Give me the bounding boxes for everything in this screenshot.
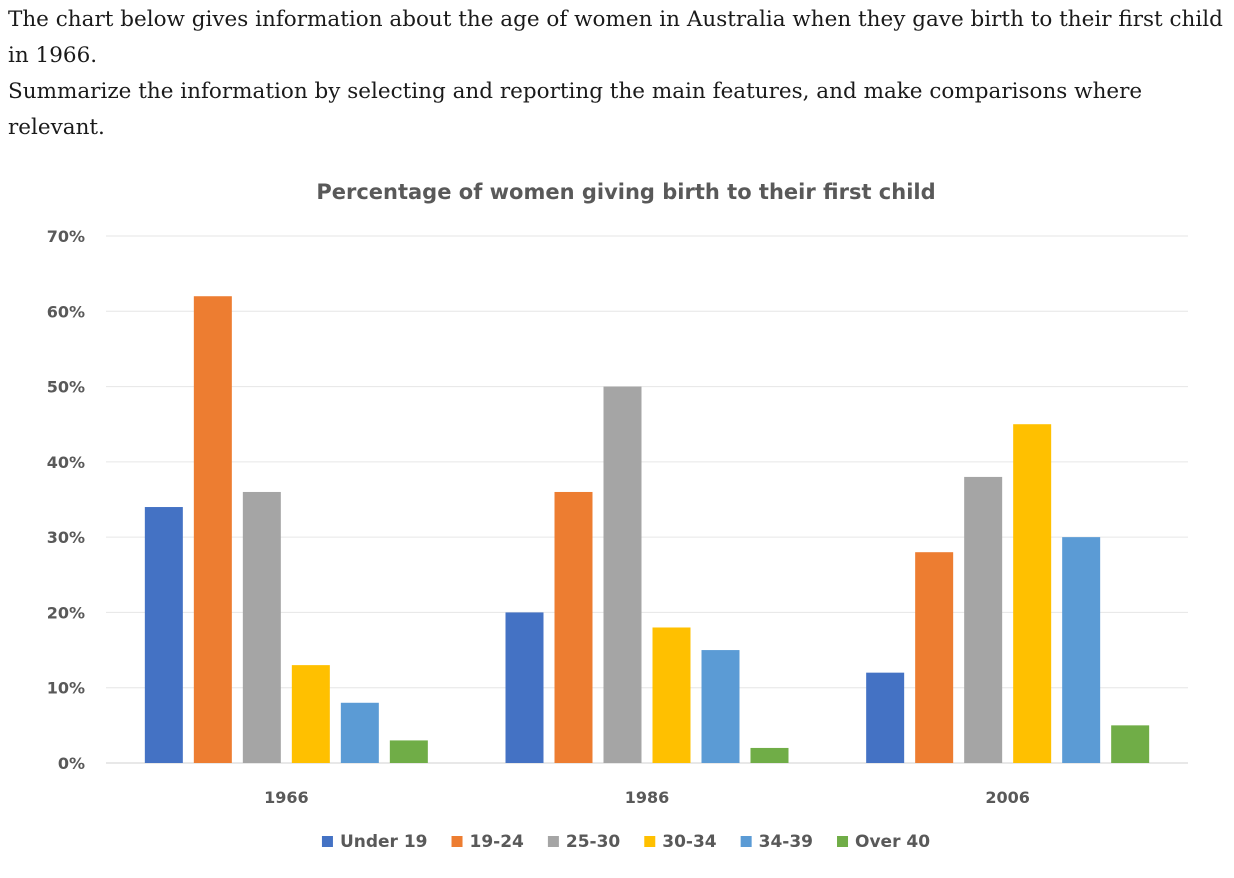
y-axis: 0% 10% 20% 30% 40% 50% 60% 70% bbox=[47, 227, 85, 773]
bar-19-24-1986 bbox=[554, 491, 593, 763]
bar-under-19-2006 bbox=[866, 672, 905, 763]
bar-19-24-2006 bbox=[915, 552, 954, 763]
y-tick-label: 50% bbox=[47, 378, 85, 397]
bar-34-39-1966 bbox=[340, 702, 379, 763]
x-tick-label: 1966 bbox=[264, 788, 309, 807]
legend-swatch bbox=[321, 836, 333, 847]
prompt-line-2: Summarize the information by selecting a… bbox=[8, 79, 1143, 140]
bar-over-40-2006 bbox=[1111, 725, 1150, 763]
bar-chart: Percentage of women giving birth to thei… bbox=[47, 180, 1188, 852]
legend-swatch bbox=[740, 836, 752, 847]
bar-34-39-2006 bbox=[1062, 537, 1101, 763]
legend-swatch bbox=[451, 836, 463, 847]
task-prompt: The chart below gives information about … bbox=[8, 2, 1226, 146]
x-tick-label: 1986 bbox=[625, 788, 670, 807]
legend-swatch bbox=[547, 836, 559, 847]
bar-25-30-2006 bbox=[964, 476, 1003, 763]
y-tick-label: 20% bbox=[47, 603, 85, 622]
bar-over-40-1986 bbox=[750, 747, 789, 763]
bar-over-40-1966 bbox=[389, 740, 428, 763]
bar-30-34-1966 bbox=[291, 665, 330, 763]
y-tick-label: 0% bbox=[58, 754, 85, 773]
x-tick-label: 2006 bbox=[985, 788, 1030, 807]
bar-under-19-1966 bbox=[144, 507, 183, 763]
y-tick-label: 30% bbox=[47, 528, 85, 547]
bar-30-34-1986 bbox=[652, 627, 691, 763]
y-tick-label: 10% bbox=[47, 679, 85, 698]
legend-label: 30-34 bbox=[662, 832, 717, 852]
legend-label: 25-30 bbox=[566, 832, 621, 852]
y-tick-label: 40% bbox=[47, 453, 85, 472]
bar-25-30-1966 bbox=[242, 491, 281, 763]
x-axis: 1966 1986 2006 bbox=[264, 788, 1030, 807]
chart-title: Percentage of women giving birth to thei… bbox=[316, 180, 935, 204]
legend: Under 19 19-24 25-30 30-34 34-39 Over 40 bbox=[321, 832, 930, 852]
y-tick-label: 70% bbox=[47, 227, 85, 246]
legend-swatch bbox=[837, 836, 849, 847]
legend-swatch bbox=[644, 836, 656, 847]
legend-label: 19-24 bbox=[470, 832, 525, 852]
gridlines bbox=[106, 235, 1188, 764]
bar-under-19-1986 bbox=[505, 612, 544, 763]
prompt-line-1: The chart below gives information about … bbox=[8, 7, 1223, 68]
legend-label: Over 40 bbox=[855, 832, 930, 852]
bar-34-39-1986 bbox=[701, 650, 740, 763]
y-tick-label: 60% bbox=[47, 302, 85, 321]
bar-30-34-2006 bbox=[1013, 424, 1052, 763]
bar-25-30-1986 bbox=[603, 386, 642, 763]
bars bbox=[144, 296, 1150, 763]
bar-19-24-1966 bbox=[193, 296, 232, 763]
legend-label: 34-39 bbox=[759, 832, 813, 852]
legend-label: Under 19 bbox=[340, 832, 428, 852]
